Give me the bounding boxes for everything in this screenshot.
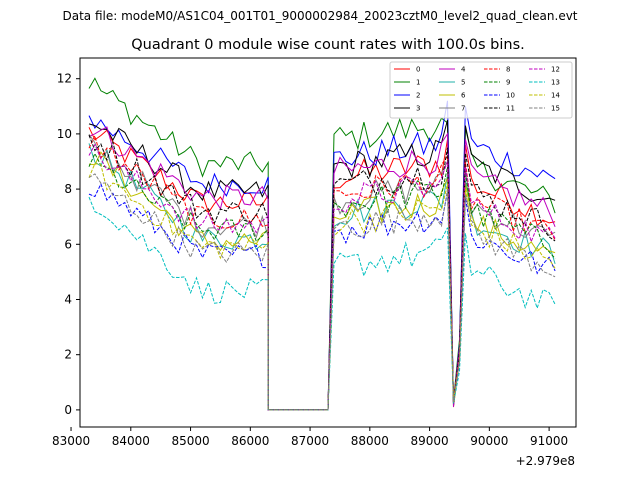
axes-frame [79, 57, 577, 428]
x-tick-label: 84000 [112, 434, 150, 448]
series-line-1 [88, 77, 556, 411]
legend-label-1: 1 [416, 79, 420, 87]
y-tick-label: 12 [57, 72, 72, 86]
x-offset-label: +2.979e8 [516, 454, 575, 468]
x-tick-label: 89000 [410, 434, 448, 448]
figure-suptitle: Data file: modeM0/AS1C04_001T01_90000029… [62, 9, 577, 23]
y-tick-label: 2 [64, 348, 72, 362]
series-line-3 [88, 119, 556, 411]
series-line-13 [88, 196, 556, 411]
x-tick-label: 85000 [171, 434, 209, 448]
legend-label-4: 4 [461, 66, 466, 74]
chart-title: Quadrant 0 module wise count rates with … [131, 37, 525, 53]
series-line-5 [88, 143, 556, 411]
x-tick-label: 87000 [291, 434, 329, 448]
legend-label-8: 8 [506, 66, 510, 74]
legend-label-12: 12 [551, 66, 560, 74]
y-tick-label: 6 [64, 237, 72, 251]
legend-label-6: 6 [461, 92, 466, 100]
legend-label-9: 9 [506, 79, 510, 87]
plot-lines [88, 77, 556, 411]
series-line-14 [88, 163, 556, 411]
x-tick-label: 90000 [470, 434, 508, 448]
series-line-15 [88, 173, 556, 411]
series-line-2 [88, 100, 556, 411]
legend-label-14: 14 [551, 92, 560, 100]
legend-label-7: 7 [461, 105, 465, 113]
x-tick-label: 86000 [231, 434, 269, 448]
legend-label-3: 3 [416, 105, 420, 113]
y-axis: 0 2 4 6 8 10 12 [57, 72, 80, 417]
x-axis: 83000 84000 85000 86000 87000 88000 89000 90000… [52, 427, 568, 448]
y-tick-label: 8 [64, 182, 72, 196]
series-line-10 [88, 182, 556, 411]
y-tick-label: 4 [64, 292, 72, 306]
x-tick-label: 91000 [530, 434, 568, 448]
series-line-11 [88, 134, 556, 411]
series-line-12 [88, 143, 556, 411]
x-tick-label: 83000 [52, 434, 90, 448]
legend-label-10: 10 [506, 92, 515, 100]
legend-label-11: 11 [506, 105, 515, 113]
legend-label-13: 13 [551, 79, 560, 87]
legend-label-5: 5 [461, 79, 465, 87]
legend-label-2: 2 [416, 92, 420, 100]
legend-label-15: 15 [551, 105, 560, 113]
legend-label-0: 0 [416, 66, 420, 74]
y-tick-label: 0 [64, 403, 72, 417]
legend-box [389, 61, 573, 119]
y-tick-label: 10 [57, 127, 72, 141]
x-tick-label: 88000 [351, 434, 389, 448]
